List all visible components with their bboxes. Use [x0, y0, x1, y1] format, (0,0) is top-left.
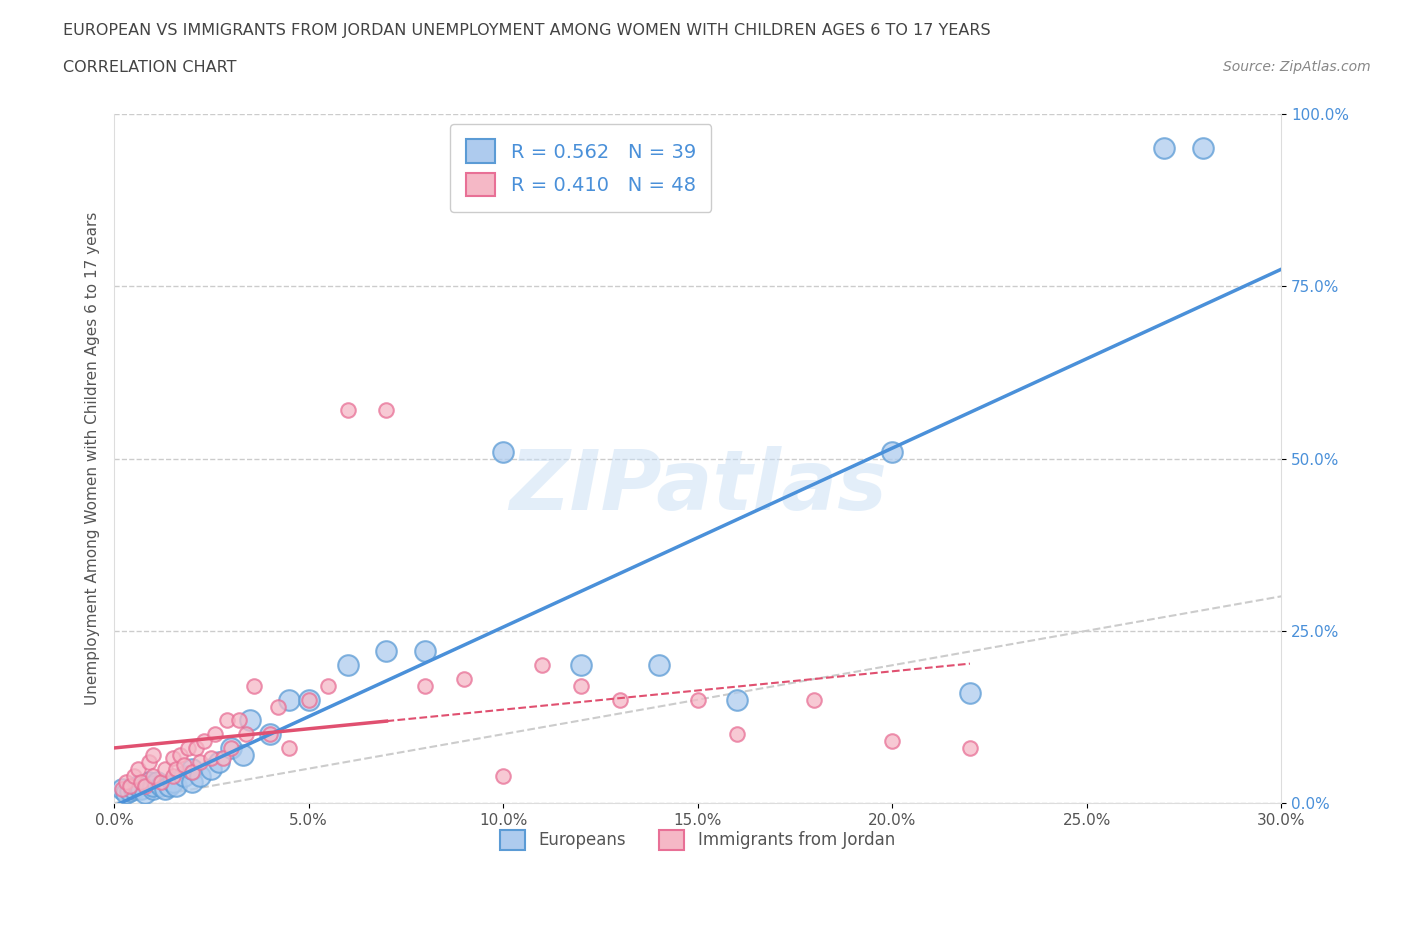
Point — [115, 785, 138, 800]
Legend: Europeans, Immigrants from Jordan: Europeans, Immigrants from Jordan — [494, 823, 901, 857]
Point — [169, 748, 191, 763]
Text: ZIPatlas: ZIPatlas — [509, 445, 887, 526]
Point — [200, 751, 222, 765]
Text: Source: ZipAtlas.com: Source: ZipAtlas.com — [1223, 60, 1371, 74]
Point — [492, 768, 515, 783]
Point — [131, 782, 153, 797]
Point — [492, 445, 515, 459]
Point — [181, 761, 204, 776]
Point — [235, 726, 257, 741]
Point — [118, 778, 141, 793]
Point — [725, 726, 748, 741]
Point — [162, 768, 184, 783]
Point — [278, 740, 301, 755]
Point — [111, 782, 134, 797]
Point — [803, 692, 825, 707]
Point — [375, 644, 398, 659]
Point — [415, 679, 437, 694]
Point — [134, 778, 156, 793]
Point — [131, 775, 153, 790]
Point — [153, 761, 176, 776]
Point — [184, 740, 207, 755]
Point — [142, 778, 165, 793]
Point — [298, 692, 321, 707]
Point — [177, 740, 200, 755]
Point — [336, 403, 359, 418]
Point — [134, 785, 156, 800]
Point — [725, 692, 748, 707]
Point — [266, 699, 288, 714]
Point — [181, 764, 204, 779]
Point — [215, 713, 238, 728]
Point — [531, 658, 554, 672]
Point — [111, 782, 134, 797]
Point — [959, 740, 981, 755]
Point — [219, 740, 242, 755]
Point — [298, 692, 321, 707]
Point — [1192, 141, 1215, 156]
Point — [219, 740, 242, 755]
Point — [122, 768, 145, 783]
Point — [415, 644, 437, 659]
Point — [316, 679, 339, 694]
Point — [162, 775, 184, 790]
Point — [149, 778, 172, 793]
Point — [122, 782, 145, 797]
Point — [127, 761, 149, 776]
Point — [336, 658, 359, 672]
Point — [208, 754, 231, 769]
Point — [259, 726, 281, 741]
Point — [648, 658, 671, 672]
Point — [127, 778, 149, 793]
Point — [375, 403, 398, 418]
Point — [204, 726, 226, 741]
Point — [142, 782, 165, 797]
Point — [142, 748, 165, 763]
Point — [188, 754, 211, 769]
Point — [609, 692, 631, 707]
Point — [193, 734, 215, 749]
Point — [686, 692, 709, 707]
Point — [882, 445, 904, 459]
Point — [882, 734, 904, 749]
Point — [153, 782, 176, 797]
Point — [212, 751, 235, 765]
Point — [157, 778, 180, 793]
Point — [228, 713, 250, 728]
Point — [146, 775, 169, 790]
Point — [232, 748, 254, 763]
Point — [149, 775, 172, 790]
Point — [259, 726, 281, 741]
Point — [173, 758, 195, 773]
Point — [138, 775, 160, 790]
Point — [453, 671, 475, 686]
Point — [200, 761, 222, 776]
Point — [181, 775, 204, 790]
Point — [118, 783, 141, 798]
Text: CORRELATION CHART: CORRELATION CHART — [63, 60, 236, 75]
Point — [1153, 141, 1175, 156]
Point — [138, 754, 160, 769]
Point — [165, 778, 187, 793]
Point — [239, 713, 262, 728]
Y-axis label: Unemployment Among Women with Children Ages 6 to 17 years: Unemployment Among Women with Children A… — [86, 212, 100, 705]
Point — [115, 775, 138, 790]
Point — [162, 751, 184, 765]
Point — [569, 679, 592, 694]
Text: EUROPEAN VS IMMIGRANTS FROM JORDAN UNEMPLOYMENT AMONG WOMEN WITH CHILDREN AGES 6: EUROPEAN VS IMMIGRANTS FROM JORDAN UNEMP… — [63, 23, 991, 38]
Point — [165, 761, 187, 776]
Point — [243, 679, 266, 694]
Point — [142, 768, 165, 783]
Point — [569, 658, 592, 672]
Point — [959, 685, 981, 700]
Point — [173, 768, 195, 783]
Point — [278, 692, 301, 707]
Point — [188, 768, 211, 783]
